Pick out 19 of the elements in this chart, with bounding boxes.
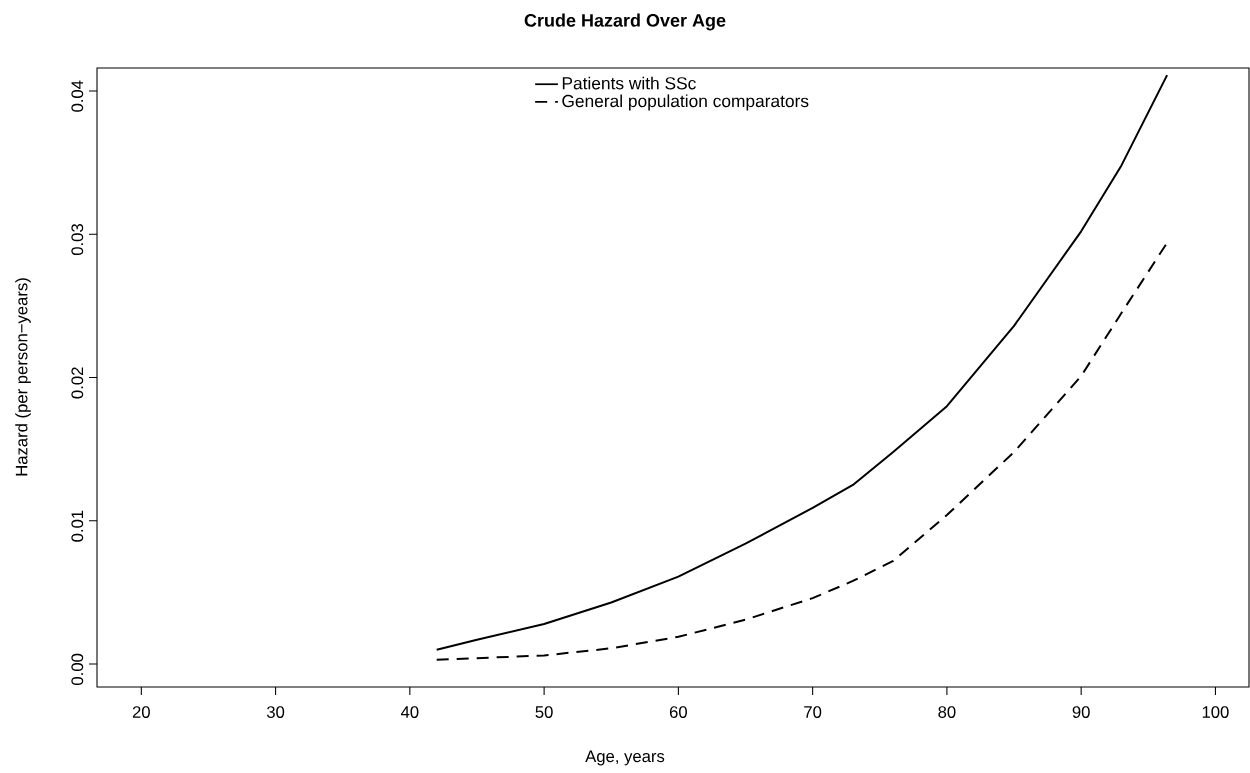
y-axis-title: Hazard (per person−years)	[15, 278, 31, 476]
legend-label: General population comparators	[562, 94, 809, 111]
chart-title: Crude Hazard Over Age	[524, 13, 726, 31]
x-tick-label: 60	[669, 706, 687, 718]
x-axis-title: Age, years	[585, 750, 665, 766]
x-tick-label: 90	[1072, 706, 1090, 718]
y-tick-label: 0.01	[71, 510, 84, 542]
x-tick-label: 70	[804, 706, 822, 718]
x-tick-label: 20	[132, 706, 150, 718]
x-tick-label: 40	[400, 706, 419, 718]
y-tick-label: 0.04	[71, 80, 84, 112]
x-tick-label: 50	[535, 706, 553, 718]
x-tick-label: 30	[266, 706, 285, 718]
legend-label: Patients with SSc	[562, 76, 696, 90]
y-tick-label: 0.02	[71, 367, 84, 399]
x-tick-label: 80	[938, 706, 956, 718]
y-tick-label: 0.00	[71, 653, 84, 685]
y-tick-label: 0.03	[71, 224, 84, 256]
x-tick-label: 100	[1202, 706, 1229, 718]
